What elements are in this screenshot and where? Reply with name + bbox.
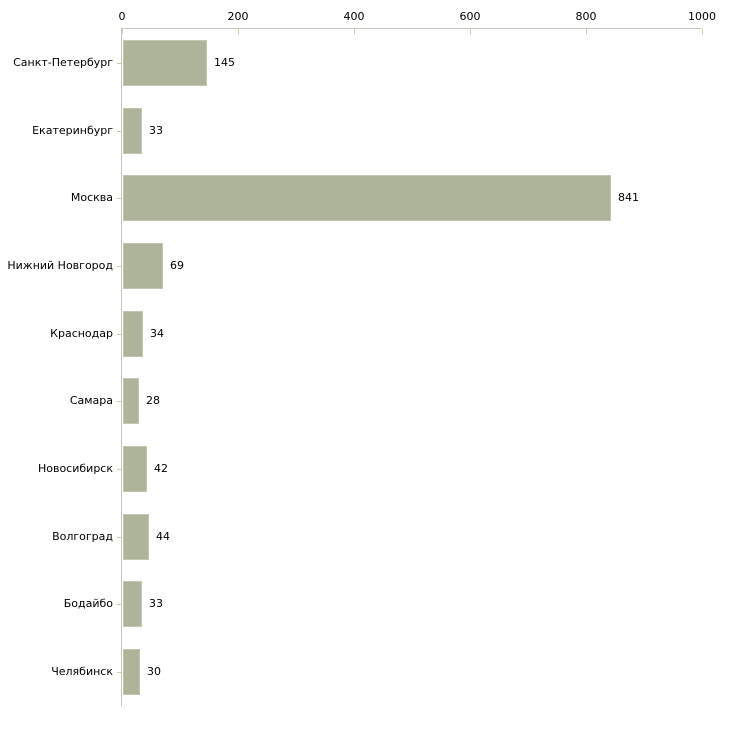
category-label: Москва	[70, 191, 113, 204]
bar	[123, 649, 140, 695]
x-axis-tick	[122, 29, 123, 34]
category-label: Новосибирск	[37, 462, 113, 475]
x-axis-tick-label: 200	[227, 10, 249, 23]
y-axis-tick	[117, 63, 122, 64]
x-axis-tick	[354, 29, 355, 34]
category-label: Краснодар	[50, 327, 113, 340]
y-axis-tick	[117, 334, 122, 335]
category-label: Екатеринбург	[32, 124, 113, 137]
bar-value-label: 28	[146, 394, 160, 407]
bar	[123, 311, 143, 357]
x-axis-tick-label: 600	[459, 10, 481, 23]
category-label: Санкт-Петербург	[13, 56, 113, 69]
x-axis-tick	[702, 29, 703, 34]
y-axis-tick	[117, 198, 122, 199]
bar	[123, 175, 611, 221]
x-axis-tick	[238, 29, 239, 34]
y-axis-tick	[117, 401, 122, 402]
bar	[123, 514, 149, 560]
x-axis-tick-label: 800	[575, 10, 597, 23]
bar	[123, 446, 147, 492]
category-label: Волгоград	[52, 530, 113, 543]
bar-value-label: 30	[147, 665, 161, 678]
x-axis-tick	[586, 29, 587, 34]
y-axis-tick	[117, 604, 122, 605]
category-label: Самара	[69, 394, 113, 407]
x-axis-tick	[470, 29, 471, 34]
category-label: Бодайбо	[63, 597, 113, 610]
bar-value-label: 44	[156, 530, 170, 543]
plot-area: 0 200 400 600 800 1000 Санкт-Петербург 145 Екате…	[7, 10, 716, 706]
bar	[123, 40, 207, 86]
y-axis-tick	[117, 672, 122, 673]
y-axis-tick	[117, 469, 122, 470]
bar-value-label: 69	[170, 259, 184, 272]
x-axis-tick-label: 400	[343, 10, 365, 23]
y-axis-tick	[117, 537, 122, 538]
bar-value-label: 34	[150, 327, 164, 340]
bar	[123, 108, 142, 154]
category-label: Нижний Новгород	[7, 259, 113, 272]
bar	[123, 243, 163, 289]
bar-value-label: 33	[149, 124, 163, 137]
y-axis-tick	[117, 266, 122, 267]
bar-value-label: 42	[154, 462, 168, 475]
x-axis-tick-label: 0	[118, 10, 126, 23]
bar	[123, 378, 139, 424]
bar	[123, 581, 142, 627]
bar-value-label: 33	[149, 597, 163, 610]
bar-value-label: 145	[214, 56, 235, 69]
x-axis-tick-label: 1000	[688, 10, 716, 23]
category-label: Челябинск	[51, 665, 113, 678]
y-axis-tick	[117, 131, 122, 132]
bar-value-label: 841	[618, 191, 639, 204]
